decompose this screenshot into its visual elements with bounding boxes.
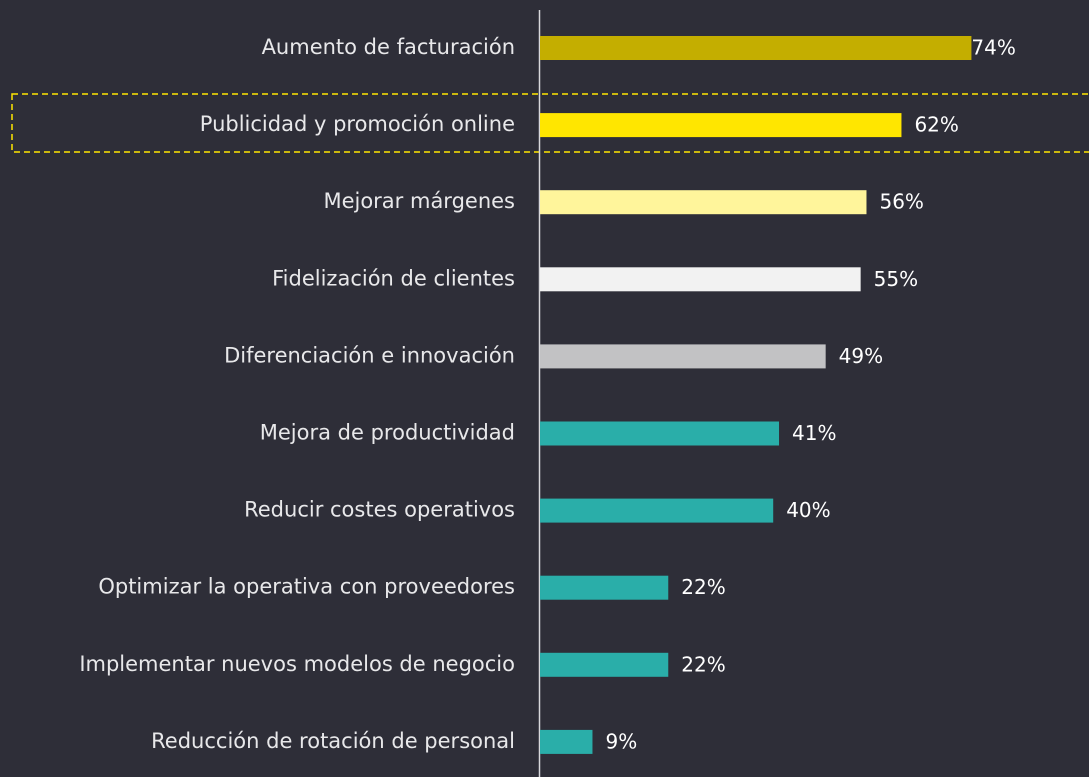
category-label: Publicidad y promoción online [200, 112, 515, 136]
highlight-box [11, 93, 1089, 153]
category-label: Fidelización de clientes [272, 266, 515, 290]
bar [540, 575, 669, 600]
value-label: 56% [879, 190, 923, 214]
value-label: 41% [792, 421, 836, 445]
value-label: 22% [681, 575, 725, 599]
category-label: Aumento de facturación [262, 35, 515, 59]
category-label: Diferenciación e innovación [224, 343, 515, 367]
value-label: 9% [605, 729, 637, 753]
value-label: 22% [681, 652, 725, 676]
category-label: Mejora de productividad [260, 421, 515, 445]
bar [540, 113, 902, 138]
value-label: 49% [839, 344, 883, 368]
bar [540, 421, 780, 446]
bar [540, 190, 867, 215]
bar [540, 36, 972, 60]
category-label: Reducir costes operativos [244, 498, 515, 522]
category-label: Reducción de rotación de personal [151, 729, 515, 753]
bar [540, 729, 593, 754]
bar [540, 267, 861, 292]
bar [540, 498, 774, 523]
bar [540, 652, 669, 677]
value-label: 62% [914, 113, 958, 137]
category-label: Implementar nuevos modelos de negocio [79, 652, 515, 676]
bar [540, 344, 826, 369]
value-label: 55% [874, 267, 918, 291]
category-label: Optimizar la operativa con proveedores [98, 575, 515, 599]
value-label: 40% [786, 498, 830, 522]
category-label: Mejorar márgenes [323, 189, 515, 213]
value-label: 74% [971, 36, 1015, 60]
